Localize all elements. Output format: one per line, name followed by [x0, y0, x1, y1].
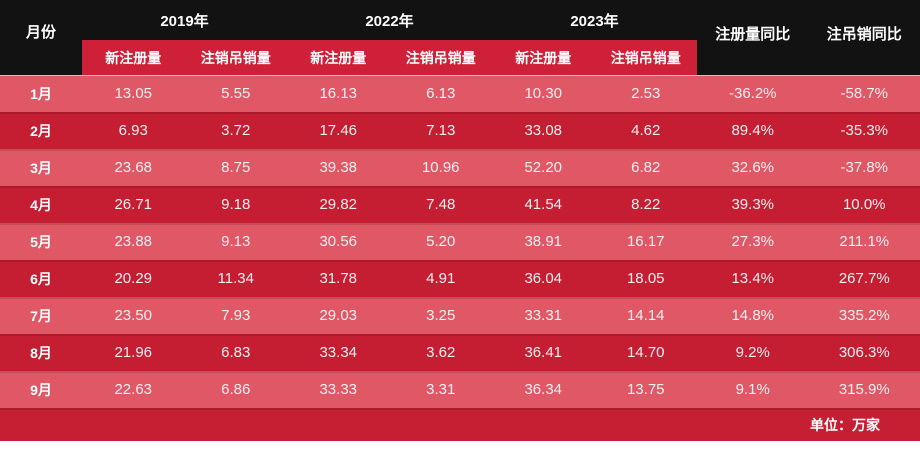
value-cell: 6.93: [82, 112, 185, 149]
value-cell: 14.70: [594, 334, 697, 371]
value-cell: 21.96: [82, 334, 185, 371]
value-cell: 8.75: [184, 149, 287, 186]
value-cell: 16.13: [287, 75, 390, 112]
value-cell: 3.62: [389, 334, 492, 371]
subheader-cancellations: 注销吊销量: [594, 40, 697, 75]
month-cell: 6月: [0, 260, 82, 297]
value-cell: 10.96: [389, 149, 492, 186]
value-cell: 22.63: [82, 371, 185, 408]
month-cell: 8月: [0, 334, 82, 371]
month-column-header: 月份: [0, 0, 82, 75]
unit-note: 单位：万家: [0, 408, 920, 441]
value-cell: 5.20: [389, 223, 492, 260]
value-cell: 9.18: [184, 186, 287, 223]
month-cell: 3月: [0, 149, 82, 186]
value-cell: 30.56: [287, 223, 390, 260]
yoy-cell: -37.8%: [808, 149, 920, 186]
value-cell: 16.17: [594, 223, 697, 260]
month-cell: 1月: [0, 75, 82, 112]
yoy-cell: 306.3%: [808, 334, 920, 371]
cancellation-yoy-header: 注吊销同比: [808, 0, 920, 75]
value-cell: 6.86: [184, 371, 287, 408]
value-cell: 4.62: [594, 112, 697, 149]
subheader-cancellations: 注销吊销量: [389, 40, 492, 75]
value-cell: 4.91: [389, 260, 492, 297]
value-cell: 7.93: [184, 297, 287, 334]
year-header-2022: 2022年: [287, 0, 492, 40]
value-cell: 7.48: [389, 186, 492, 223]
value-cell: 11.34: [184, 260, 287, 297]
value-cell: 36.41: [492, 334, 595, 371]
value-cell: 3.25: [389, 297, 492, 334]
yoy-cell: 14.8%: [697, 297, 809, 334]
value-cell: 33.33: [287, 371, 390, 408]
yoy-cell: 267.7%: [808, 260, 920, 297]
value-cell: 6.82: [594, 149, 697, 186]
value-cell: 36.34: [492, 371, 595, 408]
subheader-new-registrations: 新注册量: [82, 40, 185, 75]
yoy-cell: 9.1%: [697, 371, 809, 408]
value-cell: 3.31: [389, 371, 492, 408]
subheader-new-registrations: 新注册量: [287, 40, 390, 75]
value-cell: 13.75: [594, 371, 697, 408]
month-cell: 7月: [0, 297, 82, 334]
yoy-cell: 211.1%: [808, 223, 920, 260]
value-cell: 26.71: [82, 186, 185, 223]
yoy-cell: 89.4%: [697, 112, 809, 149]
value-cell: 6.83: [184, 334, 287, 371]
value-cell: 33.08: [492, 112, 595, 149]
month-cell: 9月: [0, 371, 82, 408]
value-cell: 39.38: [287, 149, 390, 186]
year-header-2023: 2023年: [492, 0, 697, 40]
value-cell: 7.13: [389, 112, 492, 149]
value-cell: 8.22: [594, 186, 697, 223]
yoy-cell: 335.2%: [808, 297, 920, 334]
yoy-cell: 13.4%: [697, 260, 809, 297]
yoy-cell: 32.6%: [697, 149, 809, 186]
value-cell: 36.04: [492, 260, 595, 297]
value-cell: 5.55: [184, 75, 287, 112]
value-cell: 3.72: [184, 112, 287, 149]
value-cell: 20.29: [82, 260, 185, 297]
yoy-cell: 315.9%: [808, 371, 920, 408]
value-cell: 9.13: [184, 223, 287, 260]
value-cell: 23.88: [82, 223, 185, 260]
value-cell: 23.68: [82, 149, 185, 186]
value-cell: 29.82: [287, 186, 390, 223]
value-cell: 29.03: [287, 297, 390, 334]
value-cell: 38.91: [492, 223, 595, 260]
value-cell: 33.31: [492, 297, 595, 334]
yoy-cell: -36.2%: [697, 75, 809, 112]
value-cell: 18.05: [594, 260, 697, 297]
value-cell: 41.54: [492, 186, 595, 223]
yoy-cell: 10.0%: [808, 186, 920, 223]
value-cell: 33.34: [287, 334, 390, 371]
yoy-cell: 27.3%: [697, 223, 809, 260]
month-cell: 5月: [0, 223, 82, 260]
value-cell: 14.14: [594, 297, 697, 334]
month-cell: 4月: [0, 186, 82, 223]
year-header-2019: 2019年: [82, 0, 287, 40]
yoy-cell: -58.7%: [808, 75, 920, 112]
value-cell: 17.46: [287, 112, 390, 149]
value-cell: 23.50: [82, 297, 185, 334]
yoy-cell: -35.3%: [808, 112, 920, 149]
registration-yoy-header: 注册量同比: [697, 0, 809, 75]
yoy-cell: 9.2%: [697, 334, 809, 371]
yoy-cell: 39.3%: [697, 186, 809, 223]
value-cell: 13.05: [82, 75, 185, 112]
value-cell: 31.78: [287, 260, 390, 297]
subheader-new-registrations: 新注册量: [492, 40, 595, 75]
subheader-cancellations: 注销吊销量: [184, 40, 287, 75]
month-cell: 2月: [0, 112, 82, 149]
value-cell: 6.13: [389, 75, 492, 112]
value-cell: 52.20: [492, 149, 595, 186]
value-cell: 2.53: [594, 75, 697, 112]
value-cell: 10.30: [492, 75, 595, 112]
